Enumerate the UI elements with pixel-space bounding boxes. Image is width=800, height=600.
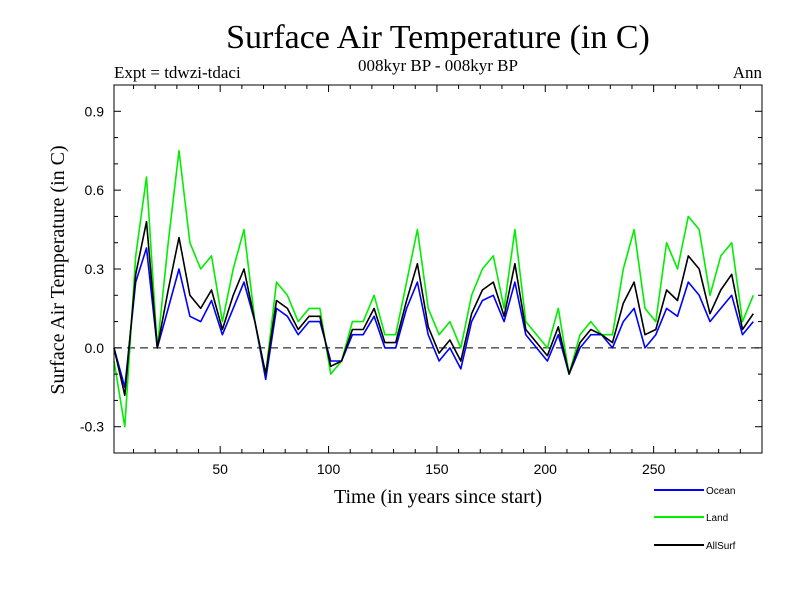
axis-ticks: 50 100 150 200 250 -0.3 0.0 0.3 0.6 0.9 bbox=[80, 84, 762, 477]
x-tick-label: 250 bbox=[642, 461, 666, 477]
legend-label-land: Land bbox=[706, 513, 728, 524]
x-tick-label: 100 bbox=[317, 461, 341, 477]
plot-frame bbox=[113, 84, 763, 454]
legend-label-ocean: Ocean bbox=[706, 486, 735, 497]
y-tick-label: 0.3 bbox=[85, 261, 105, 277]
y-axis-label: Surface Air Temperature (in C) bbox=[47, 145, 69, 394]
chart-title: Surface Air Temperature (in C) bbox=[226, 19, 650, 56]
y-tick-label: 0.0 bbox=[85, 340, 105, 356]
subtitle-left: Expt = tdwzi-tdaci bbox=[114, 63, 241, 82]
legend-label-allsurf: AllSurf bbox=[706, 541, 736, 552]
x-tick-label: 50 bbox=[212, 461, 228, 477]
x-axis-label: Time (in years since start) bbox=[334, 486, 542, 508]
y-tick-label: 0.6 bbox=[85, 182, 105, 198]
x-tick-label: 200 bbox=[534, 461, 558, 477]
subtitle-right: Ann bbox=[733, 63, 763, 82]
series-line-ocean bbox=[113, 247, 754, 389]
series-line-land bbox=[113, 149, 755, 428]
legend: Ocean Land AllSurf bbox=[654, 486, 736, 552]
subtitle-center: 008kyr BP - 008kyr BP bbox=[358, 56, 518, 75]
x-tick-label: 150 bbox=[425, 461, 449, 477]
y-tick-label: -0.3 bbox=[80, 419, 104, 435]
series-line-allsurf bbox=[113, 220, 754, 397]
series-lines bbox=[113, 149, 755, 428]
y-tick-label: 0.9 bbox=[85, 103, 105, 119]
